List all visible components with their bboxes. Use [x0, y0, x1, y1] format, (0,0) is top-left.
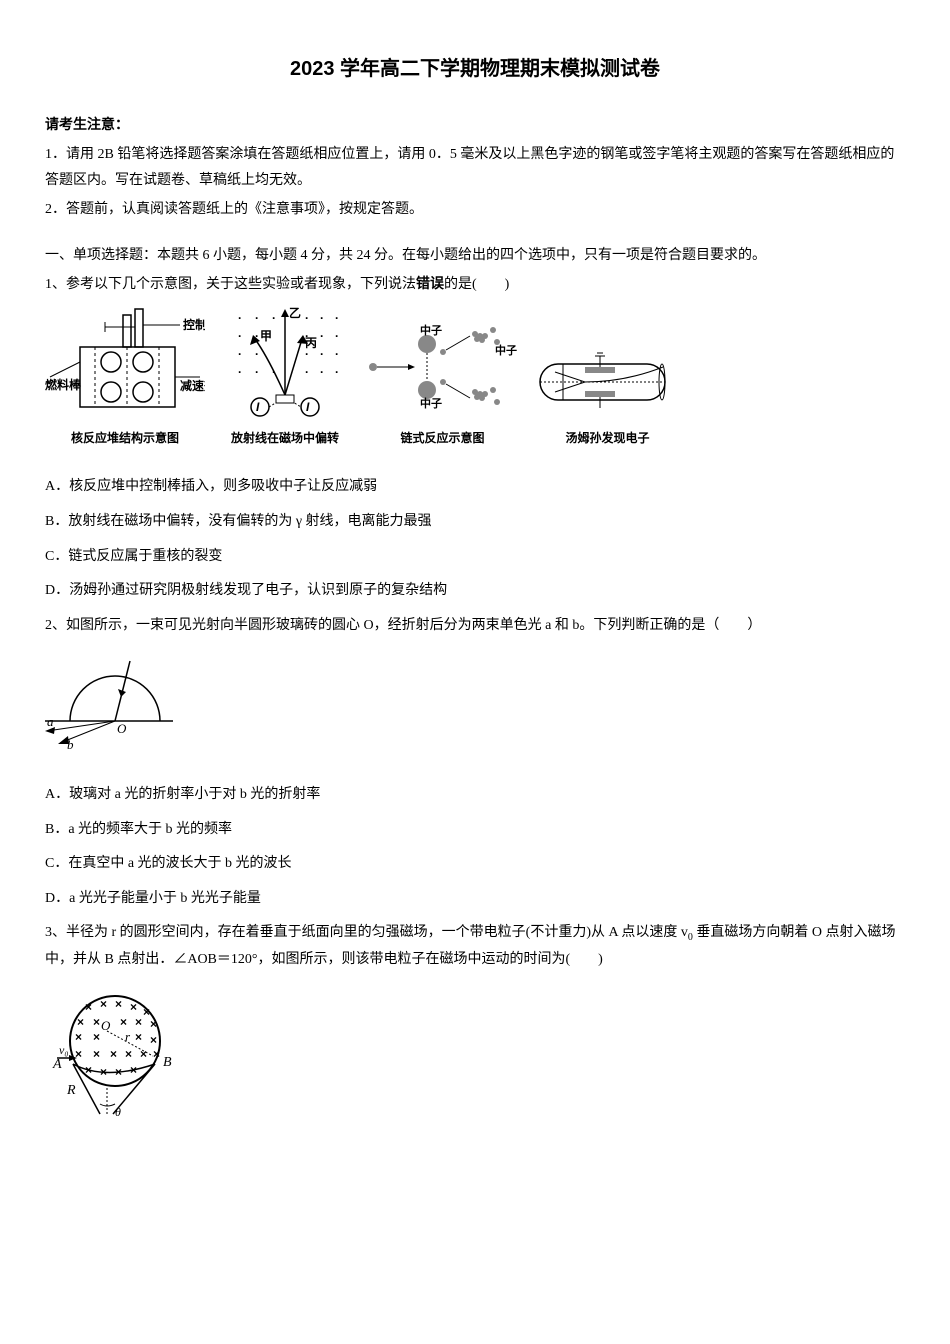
q2-figure: O a b [45, 651, 905, 762]
svg-text:×: × [85, 1000, 92, 1014]
svg-text:×: × [135, 1015, 142, 1029]
q1-stem-prefix: 1、参考以下几个示意图，关于这些实验或者现象，下列说法 [45, 277, 416, 292]
q1-fig2-caption: 放射线在磁场中偏转 [231, 427, 339, 450]
b-label-q3: B [163, 1055, 172, 1070]
exam-title: 2023 学年高二下学期物理期末模拟测试卷 [45, 50, 905, 88]
q2-option-b: B．a 光的频率大于 b 光的频率 [45, 817, 905, 844]
q2-option-c: C．在真空中 a 光的波长大于 b 光的波长 [45, 851, 905, 878]
svg-text:×: × [93, 1030, 100, 1044]
svg-text:.: . [320, 326, 323, 340]
q2-options: A．玻璃对 a 光的折射率小于对 b 光的折射率 B．a 光的频率大于 b 光的… [45, 782, 905, 912]
r-big-label: R [66, 1083, 76, 1098]
notice-heading: 请考生注意： [45, 113, 905, 140]
q1-option-a: A．核反应堆中控制棒插入，则多吸收中子让反应减弱 [45, 474, 905, 501]
chain-reaction-diagram: 中子 中子 中子 [365, 322, 520, 422]
q1-stem-bold: 错误 [416, 277, 444, 292]
svg-text:.: . [238, 344, 241, 358]
svg-text:×: × [120, 1015, 127, 1029]
notice-item-1: 1．请用 2B 铅笔将选择题答案涂填在答题纸相应位置上，请用 0．5 毫米及以上… [45, 142, 905, 195]
moderator-label: 减速剂 [180, 378, 205, 393]
svg-text:×: × [110, 1047, 117, 1061]
svg-text:.: . [320, 344, 323, 358]
question-3-stem: 3、半径为 r 的圆形空间内，存在着垂直于纸面向里的匀强磁场，一个带电粒子(不计… [45, 920, 905, 973]
svg-text:×: × [75, 1030, 82, 1044]
svg-text:×: × [93, 1047, 100, 1061]
q3-stem-p1: 3、半径为 r 的圆形空间内，存在着垂直于纸面向里的匀强磁场，一个带电粒子(不计… [45, 925, 688, 940]
q1-fig3-caption: 链式反应示意图 [400, 427, 484, 450]
r-label: r [125, 1029, 131, 1044]
v0-label: v₀ [59, 1043, 69, 1057]
svg-text:×: × [77, 1015, 84, 1029]
o-label-q3: O [101, 1018, 111, 1033]
ir-label: I [306, 400, 310, 414]
section-header: 一、单项选择题：本题共 6 小题，每小题 4 分，共 24 分。在每小题给出的四… [45, 243, 905, 270]
il-label: I [256, 400, 260, 414]
q1-figures-row: 控制棒 燃料棒 减速剂 核反应堆结构示意图 ...... ..... .....… [45, 307, 905, 450]
svg-text:.: . [305, 308, 308, 322]
svg-text:×: × [135, 1030, 142, 1044]
svg-text:.: . [238, 326, 241, 340]
bing-label: 丙 [305, 336, 317, 350]
svg-text:×: × [125, 1047, 132, 1061]
svg-text:×: × [153, 1047, 160, 1061]
q1-fig4-caption: 汤姆孙发现电子 [565, 427, 649, 450]
svg-text:.: . [335, 326, 338, 340]
theta-label: θ [115, 1105, 121, 1119]
svg-text:.: . [320, 362, 323, 376]
jia-label: 甲 [260, 329, 272, 343]
q1-option-b: B．放射线在磁场中偏转，没有偏转的为 γ 射线，电离能力最强 [45, 509, 905, 536]
svg-text:.: . [255, 308, 258, 322]
q1-option-d: D．汤姆孙通过研究阴极射线发现了电子，认识到原子的复杂结构 [45, 578, 905, 605]
q1-stem-suffix: 的是( ) [444, 277, 509, 292]
q1-figure-4: 汤姆孙发现电子 [535, 342, 680, 450]
q2-option-a: A．玻璃对 a 光的折射率小于对 b 光的折射率 [45, 782, 905, 809]
svg-text:×: × [150, 1033, 157, 1047]
yi-label: 乙 [289, 307, 301, 320]
q1-figure-2: ...... ..... ..... ...... 乙 甲 丙 I I 放射线在… [220, 307, 350, 450]
svg-text:.: . [255, 362, 258, 376]
svg-text:×: × [100, 997, 107, 1011]
refraction-diagram: O a b [45, 651, 175, 751]
svg-text:×: × [140, 1047, 147, 1061]
neutron-top-label: 中子 [420, 323, 442, 337]
control-rod-label: 控制棒 [183, 317, 205, 332]
q1-figure-1: 控制棒 燃料棒 减速剂 核反应堆结构示意图 [45, 307, 205, 450]
radiation-deflection-diagram: ...... ..... ..... ...... 乙 甲 丙 I I [220, 307, 350, 422]
svg-text:.: . [335, 308, 338, 322]
q3-figure: ××××× ××××× ×××× ×××××× ×××× O r v₀ A B … [45, 986, 905, 1147]
svg-text:×: × [115, 997, 122, 1011]
svg-text:×: × [130, 1000, 137, 1014]
svg-text:.: . [238, 308, 241, 322]
fuel-rod-label: 燃料棒 [45, 377, 82, 392]
o-label: O [117, 721, 127, 736]
svg-text:.: . [335, 344, 338, 358]
svg-text:.: . [238, 362, 241, 376]
a-label-q3: A [52, 1057, 62, 1072]
q1-options: A．核反应堆中控制棒插入，则多吸收中子让反应减弱 B．放射线在磁场中偏转，没有偏… [45, 474, 905, 604]
svg-text:.: . [305, 362, 308, 376]
q1-option-c: C．链式反应属于重核的裂变 [45, 544, 905, 571]
question-2-stem: 2、如图所示，一束可见光射向半圆形玻璃砖的圆心 O，经折射后分为两束单色光 a … [45, 613, 905, 640]
question-1-stem: 1、参考以下几个示意图，关于这些实验或者现象，下列说法错误的是( ) [45, 272, 905, 299]
svg-text:×: × [150, 1017, 157, 1031]
svg-text:×: × [75, 1047, 82, 1061]
svg-text:.: . [255, 344, 258, 358]
svg-text:×: × [143, 1005, 150, 1019]
neutron-mid-label: 中子 [495, 343, 517, 357]
svg-text:.: . [320, 308, 323, 322]
q1-fig1-caption: 核反应堆结构示意图 [71, 427, 179, 450]
neutron-bottom-label: 中子 [420, 396, 442, 410]
q1-figure-3: 中子 中子 中子 链式反应示意图 [365, 322, 520, 450]
q2-option-d: D．a 光光子能量小于 b 光光子能量 [45, 886, 905, 913]
svg-text:×: × [93, 1015, 100, 1029]
notice-item-2: 2．答题前，认真阅读答题纸上的《注意事项》，按规定答题。 [45, 197, 905, 224]
svg-text:.: . [335, 362, 338, 376]
a-label: a [47, 714, 54, 729]
thomson-diagram [535, 342, 680, 422]
b-label: b [67, 737, 74, 751]
svg-text:.: . [272, 308, 275, 322]
reactor-diagram: 控制棒 燃料棒 减速剂 [45, 307, 205, 422]
magnetic-field-diagram: ××××× ××××× ×××× ×××××× ×××× O r v₀ A B … [45, 986, 205, 1136]
